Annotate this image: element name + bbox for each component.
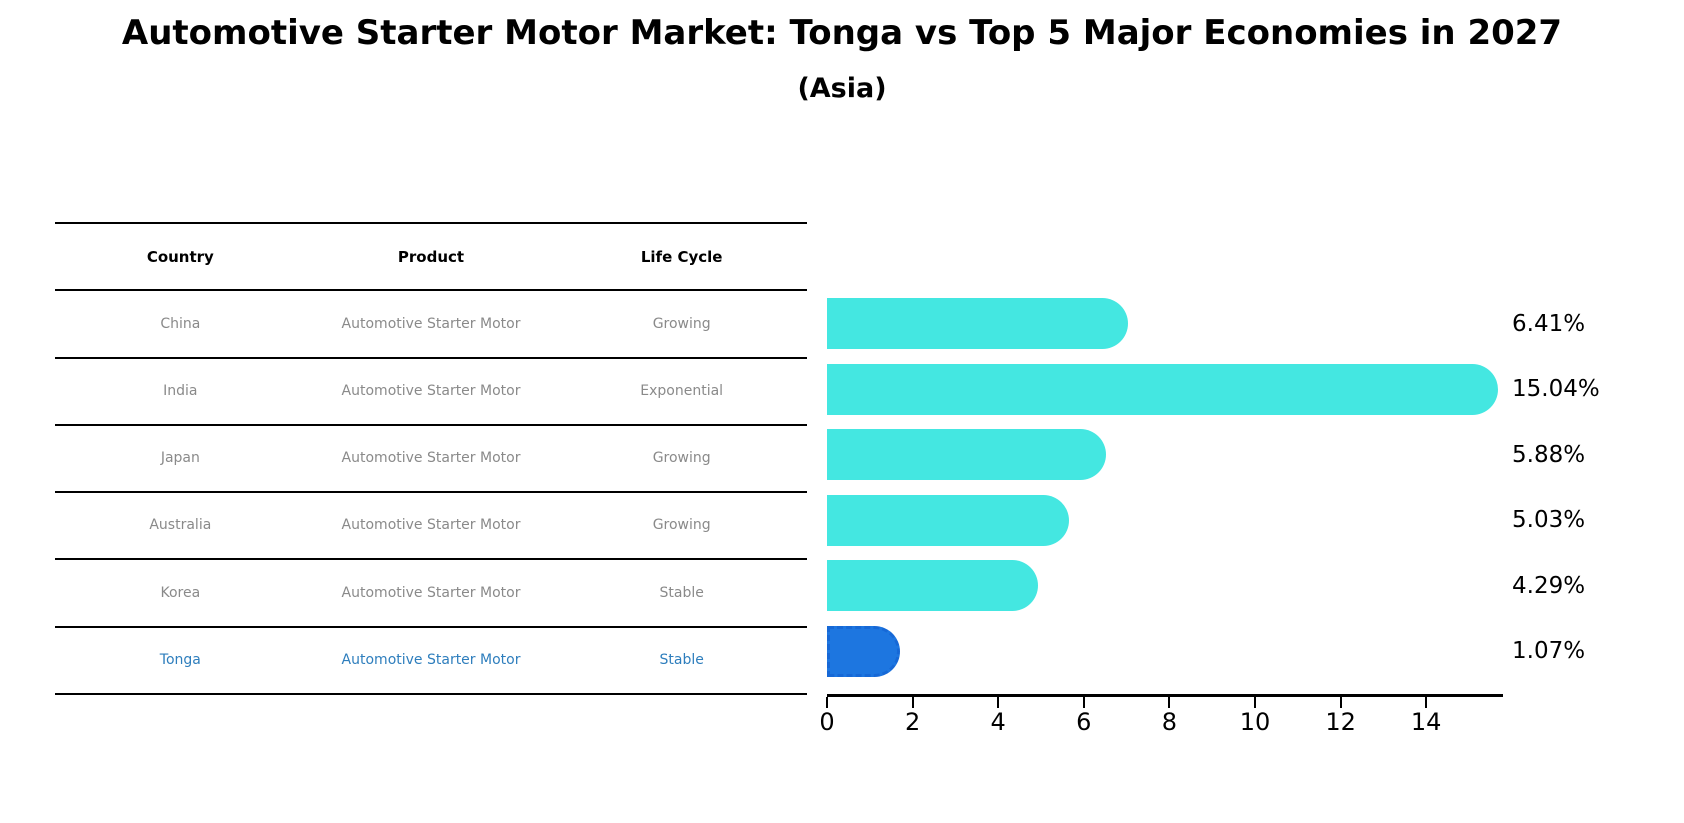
value-label-korea: 4.29%	[1512, 572, 1586, 599]
x-tick-mark	[1339, 697, 1342, 708]
bar-china	[827, 298, 1129, 350]
table-cell: India	[163, 382, 198, 399]
bar-japan	[827, 429, 1106, 481]
x-tick-mark	[1425, 697, 1428, 708]
table-cell: Australia	[149, 517, 212, 534]
table-cell: Growing	[652, 517, 711, 534]
x-tick-mark	[1082, 697, 1085, 708]
x-tick-label: 12	[1325, 708, 1356, 736]
x-tick-label: 8	[1161, 708, 1178, 736]
bar-band-tonga	[827, 619, 1507, 685]
x-tick-label: 2	[904, 708, 921, 736]
table-cell: Exponential	[640, 382, 724, 399]
table-cell: Automotive Starter Motor	[341, 450, 521, 467]
x-tick-label: 4	[990, 708, 1006, 736]
bar-plot-area	[827, 291, 1507, 684]
x-tick-label: 0	[819, 708, 835, 736]
value-label-china: 6.41%	[1512, 310, 1586, 337]
bar-band-australia	[827, 488, 1507, 554]
table-row-korea: Korea Automotive Starter Motor Stable	[55, 560, 807, 628]
bar-band-india	[827, 357, 1507, 423]
value-label-india: 15.04%	[1512, 376, 1600, 403]
table-cell: Automotive Starter Motor	[341, 517, 521, 534]
x-tick-mark	[1168, 697, 1171, 708]
x-tick-mark	[997, 697, 1000, 708]
table-cell: Tonga	[159, 652, 201, 669]
table-cell: Growing	[652, 450, 711, 467]
table-row-tonga: Tonga Automotive Starter Motor Stable	[55, 628, 807, 696]
chart-subtitle: (Asia)	[797, 73, 887, 104]
value-label-japan: 5.88%	[1512, 441, 1586, 468]
table-cell: Japan	[160, 450, 200, 467]
table-cell: Korea	[160, 584, 201, 601]
chart-title: Automotive Starter Motor Market: Tonga v…	[121, 13, 1563, 53]
x-tick-label: 6	[1076, 708, 1092, 736]
bar-band-korea	[827, 553, 1507, 619]
x-tick-mark	[1254, 697, 1256, 708]
table-row-australia: Australia Automotive Starter Motor Growing	[55, 493, 807, 561]
table-cell: Life Cycle	[640, 247, 723, 266]
table-cell: Growing	[652, 315, 711, 332]
bar-india	[827, 363, 1498, 415]
country-table: Country Product Life Cycle China Automotive …	[55, 222, 807, 696]
table-row-header: Country Product Life Cycle	[55, 224, 807, 292]
value-label-tonga: 1.07%	[1512, 638, 1586, 665]
x-tick-mark	[826, 697, 828, 708]
table-cell: Stable	[659, 584, 704, 601]
table-cell: Country	[146, 247, 214, 266]
table-cell: China	[160, 315, 201, 332]
bar-korea	[827, 560, 1038, 612]
x-axis-line	[827, 694, 1503, 697]
bar-tonga	[827, 625, 900, 677]
table-row-china: China Automotive Starter Motor Growing	[55, 291, 807, 359]
table-cell: Product	[397, 247, 465, 266]
table-cell: Automotive Starter Motor	[341, 584, 521, 601]
table-cell: Automotive Starter Motor	[341, 315, 521, 332]
bar-australia	[827, 494, 1070, 546]
value-label-australia: 5.03%	[1512, 507, 1586, 534]
bar-band-china	[827, 291, 1507, 357]
x-tick-label: 14	[1410, 708, 1442, 736]
table-row-japan: Japan Automotive Starter Motor Growing	[55, 426, 807, 494]
table-cell: Stable	[659, 652, 704, 669]
x-tick-mark	[911, 697, 914, 708]
table-cell: Automotive Starter Motor	[341, 652, 521, 669]
table-cell: Automotive Starter Motor	[341, 382, 521, 399]
bar-band-japan	[827, 422, 1507, 488]
table-row-india: India Automotive Starter Motor Exponential	[55, 359, 807, 426]
x-tick-label: 10	[1239, 708, 1271, 736]
